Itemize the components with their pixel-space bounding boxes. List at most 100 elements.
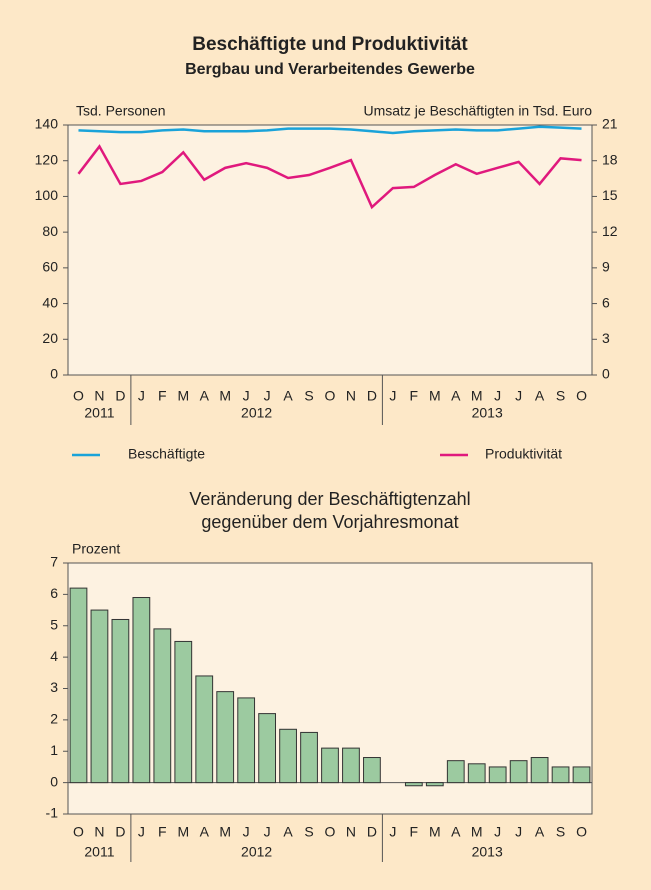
bar bbox=[258, 713, 277, 784]
x-tick-label: F bbox=[158, 824, 167, 840]
line-series bbox=[78, 125, 582, 135]
y-tick-label: 1 bbox=[50, 742, 58, 758]
bar bbox=[488, 766, 507, 784]
x-tick-label: A bbox=[283, 388, 293, 404]
x-tick-label: F bbox=[158, 388, 167, 404]
x-tick-label: J bbox=[243, 824, 250, 840]
x-tick-label: F bbox=[410, 388, 419, 404]
legend-label: Beschäftigte bbox=[128, 446, 205, 462]
bar bbox=[279, 728, 297, 784]
y2-tick-label: 9 bbox=[602, 259, 610, 275]
x-tick-label: D bbox=[367, 824, 377, 840]
bar bbox=[111, 618, 130, 784]
bar bbox=[132, 597, 151, 784]
x-tick-label: S bbox=[304, 824, 313, 840]
bar bbox=[300, 731, 318, 784]
bar bbox=[467, 763, 486, 784]
y-tick-label: -1 bbox=[46, 805, 59, 821]
x-tick-label: M bbox=[471, 824, 483, 840]
bar bbox=[237, 697, 256, 784]
x-tick-label: A bbox=[451, 824, 461, 840]
x-tick-label: J bbox=[138, 824, 145, 840]
x-tick-label: F bbox=[410, 824, 419, 840]
bar bbox=[446, 760, 465, 784]
x-tick-label: O bbox=[325, 824, 336, 840]
x-tick-label: J bbox=[138, 388, 145, 404]
line-series bbox=[77, 144, 582, 210]
chart-subtitle: Bergbau und Verarbeitendes Gewerbe bbox=[185, 61, 475, 78]
x-tick-label: J bbox=[243, 388, 250, 404]
bar bbox=[404, 782, 423, 787]
y-tick-label: 100 bbox=[35, 187, 59, 203]
x-tick-label: A bbox=[535, 824, 545, 840]
bar bbox=[425, 782, 444, 787]
x-tick-label: J bbox=[264, 388, 271, 404]
y-tick-label: 0 bbox=[50, 773, 58, 789]
x-tick-label: J bbox=[389, 388, 396, 404]
y-tick-label: 80 bbox=[42, 223, 58, 239]
y-tick-label: 40 bbox=[42, 294, 58, 310]
x-tick-label: S bbox=[556, 388, 565, 404]
x-tick-label: A bbox=[535, 388, 545, 404]
x-tick-label: M bbox=[177, 388, 189, 404]
y2-tick-label: 6 bbox=[602, 294, 610, 310]
y2-tick-label: 3 bbox=[602, 330, 610, 346]
bar bbox=[551, 766, 570, 784]
x-tick-label: S bbox=[556, 824, 565, 840]
y2-tick-label: 18 bbox=[602, 151, 618, 167]
y2-tick-label: 21 bbox=[602, 116, 618, 132]
bar bbox=[321, 747, 339, 784]
x-tick-label: N bbox=[346, 824, 356, 840]
chart-title: Beschäftigte und Produktivität bbox=[192, 34, 468, 55]
x-tick-label: A bbox=[200, 388, 210, 404]
year-label: 2013 bbox=[472, 405, 503, 421]
legend-label: Produktivität bbox=[485, 446, 562, 462]
y-tick-label: 5 bbox=[50, 616, 58, 632]
x-tick-label: J bbox=[515, 824, 522, 840]
y-tick-label: 7 bbox=[50, 554, 58, 570]
bar bbox=[174, 640, 193, 784]
x-tick-label: O bbox=[325, 388, 336, 404]
x-tick-label: J bbox=[494, 388, 501, 404]
x-tick-label: A bbox=[451, 388, 461, 404]
x-tick-label: M bbox=[219, 388, 231, 404]
y2-tick-label: 12 bbox=[602, 223, 618, 239]
bar bbox=[530, 757, 549, 784]
y-tick-label: 20 bbox=[42, 330, 58, 346]
bar bbox=[69, 587, 88, 784]
y2-tick-label: 0 bbox=[602, 366, 610, 382]
x-tick-label: D bbox=[367, 388, 377, 404]
x-tick-label: M bbox=[471, 388, 483, 404]
x-tick-label: J bbox=[264, 824, 271, 840]
x-tick-label: O bbox=[576, 388, 587, 404]
x-tick-label: N bbox=[346, 388, 356, 404]
x-tick-label: O bbox=[73, 824, 84, 840]
y2-axis-label: Umsatz je Beschäftigten in Tsd. Euro bbox=[363, 103, 592, 119]
y2-tick-label: 15 bbox=[602, 187, 618, 203]
bar bbox=[90, 609, 109, 784]
bar bbox=[509, 760, 528, 784]
y-tick-label: 60 bbox=[42, 259, 58, 275]
y-tick-label: 3 bbox=[50, 679, 58, 695]
chart-title: gegenüber dem Vorjahresmonat bbox=[201, 512, 458, 532]
x-tick-label: A bbox=[200, 824, 210, 840]
x-tick-label: J bbox=[515, 388, 522, 404]
y-tick-label: 120 bbox=[35, 151, 59, 167]
bar bbox=[216, 691, 235, 784]
bar bbox=[195, 675, 214, 784]
y-axis-label: Prozent bbox=[72, 541, 120, 557]
y-tick-label: 4 bbox=[50, 648, 58, 664]
y-tick-label: 0 bbox=[50, 366, 58, 382]
y-tick-label: 140 bbox=[35, 116, 59, 132]
x-tick-label: J bbox=[494, 824, 501, 840]
x-tick-label: N bbox=[94, 824, 104, 840]
x-tick-label: A bbox=[283, 824, 293, 840]
year-label: 2011 bbox=[84, 844, 114, 860]
year-label: 2012 bbox=[241, 844, 272, 860]
y-axis-label: Tsd. Personen bbox=[76, 103, 166, 119]
bar bbox=[342, 747, 360, 784]
x-tick-label: M bbox=[429, 824, 441, 840]
bar bbox=[363, 757, 381, 784]
